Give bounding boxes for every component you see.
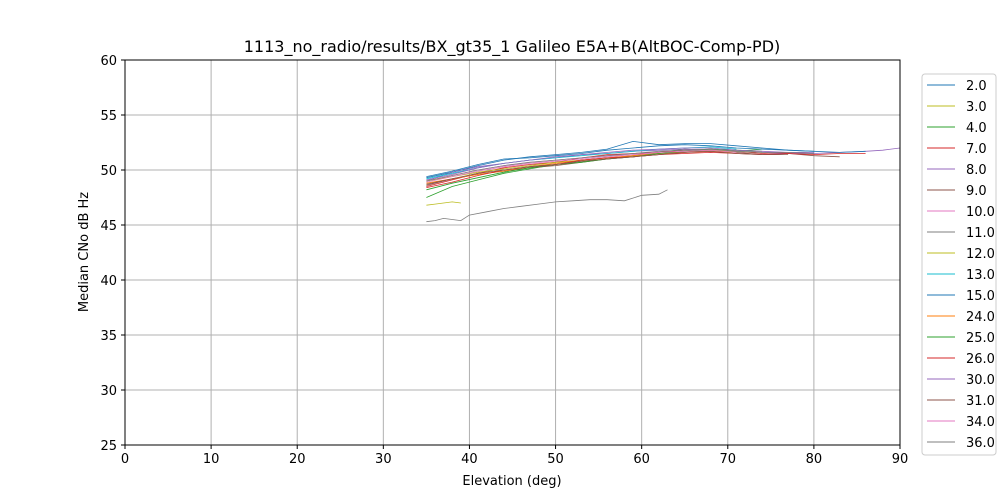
series-line-3.0 xyxy=(426,201,461,206)
legend-label: 13.0 xyxy=(966,268,995,283)
axis-ticks: 0 10 20 30 40 50 60 70 80 90 25 30 35 40 45 50 55 60 xyxy=(100,54,908,467)
legend-label: 12.0 xyxy=(966,247,995,262)
x-tick-label: 20 xyxy=(289,452,306,467)
x-tick-label: 90 xyxy=(892,452,909,467)
chart-title: 1113_no_radio/results/BX_gt35_1 Galileo … xyxy=(244,37,781,57)
x-tick-label: 80 xyxy=(806,452,823,467)
legend-label: 30.0 xyxy=(966,373,995,388)
legend-label: 11.0 xyxy=(966,226,995,241)
x-tick-label: 70 xyxy=(720,452,737,467)
x-tick-label: 30 xyxy=(375,452,392,467)
y-tick-label: 30 xyxy=(100,384,117,399)
x-tick-label: 50 xyxy=(547,452,564,467)
legend-label: 10.0 xyxy=(966,205,995,220)
y-tick-label: 60 xyxy=(100,54,117,69)
series-lines xyxy=(426,140,901,223)
y-tick-label: 35 xyxy=(100,329,117,344)
legend-label: 8.0 xyxy=(966,163,987,178)
y-tick-label: 55 xyxy=(100,109,117,124)
plot-frame xyxy=(124,59,901,446)
y-tick-label: 45 xyxy=(100,219,117,234)
legend-label: 26.0 xyxy=(966,352,995,367)
x-axis-label: Elevation (deg) xyxy=(462,474,561,489)
legend-label: 9.0 xyxy=(966,184,987,199)
legend-label: 3.0 xyxy=(966,100,987,115)
legend-label: 31.0 xyxy=(966,394,995,409)
legend-label: 36.0 xyxy=(966,436,995,451)
series-line-15.0 xyxy=(426,144,866,177)
x-tick-label: 60 xyxy=(633,452,650,467)
legend-label: 25.0 xyxy=(966,331,995,346)
legend-label: 15.0 xyxy=(966,289,995,304)
series-line-2.0 xyxy=(426,140,814,179)
legend-label: 24.0 xyxy=(966,310,995,325)
legend-label: 7.0 xyxy=(966,142,987,157)
legend-label: 2.0 xyxy=(966,79,987,94)
x-tick-label: 40 xyxy=(461,452,478,467)
series-line-31.0 xyxy=(426,150,789,185)
legend-label: 4.0 xyxy=(966,121,987,136)
y-tick-label: 50 xyxy=(100,164,117,179)
legend: 2.0 3.0 4.0 7.0 8.0 9.0 10.0 11.0 12.0 13.0 15.0 24… xyxy=(921,73,997,456)
x-tick-label: 0 xyxy=(121,452,129,467)
x-tick-label: 10 xyxy=(203,452,220,467)
y-axis-label: Median CNo dB Hz xyxy=(77,192,92,312)
series-line-30.0 xyxy=(426,147,814,181)
series-line-34.0 xyxy=(426,149,737,183)
series-line-36.0 xyxy=(426,148,814,182)
legend-label: 34.0 xyxy=(966,415,995,430)
series-line-11.0 xyxy=(426,189,668,223)
y-tick-label: 25 xyxy=(100,439,117,454)
y-tick-label: 40 xyxy=(100,274,117,289)
